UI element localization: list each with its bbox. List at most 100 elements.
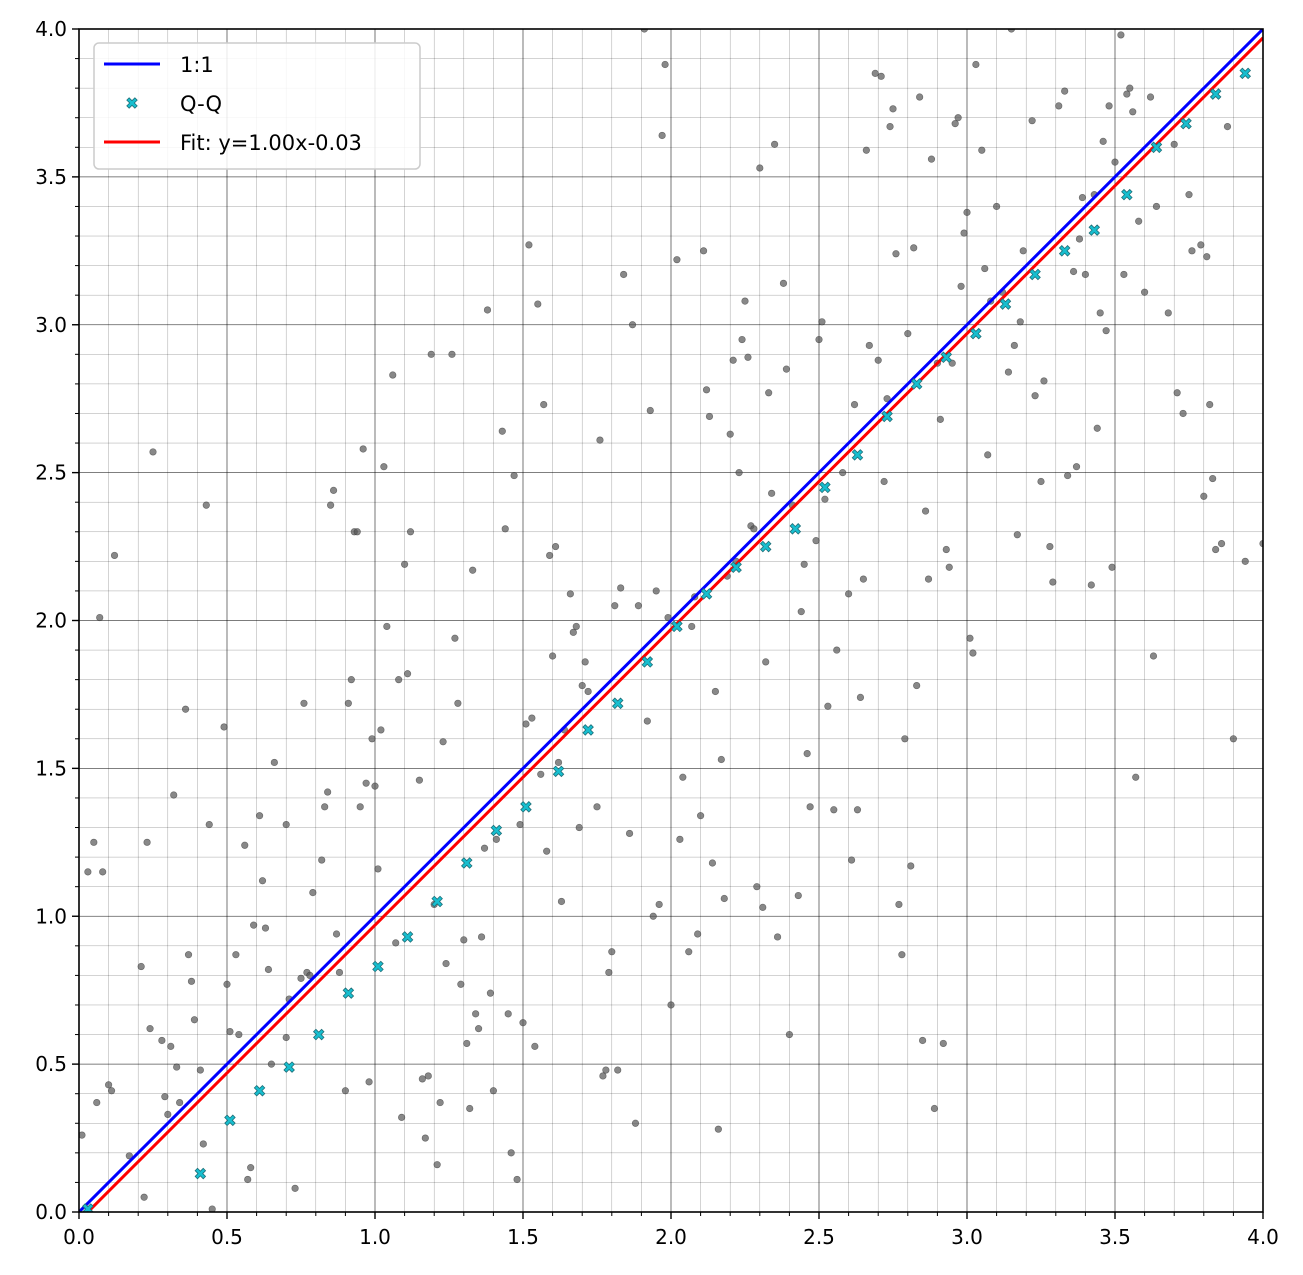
scatter-point <box>575 823 583 832</box>
scatter-point <box>477 933 486 941</box>
scatter-point <box>676 835 684 843</box>
scatter-point <box>250 921 258 929</box>
scatter-point <box>389 371 397 379</box>
scatter-point <box>1055 102 1063 110</box>
scatter-point <box>359 445 367 453</box>
scatter-point <box>353 528 361 536</box>
scatter-point <box>501 525 509 533</box>
scatter-point <box>300 699 308 707</box>
scatter-point <box>173 1063 181 1071</box>
scatter-point <box>110 551 119 560</box>
scatter-point <box>534 300 542 308</box>
scatter-point <box>1046 542 1054 551</box>
scatter-point <box>643 717 651 725</box>
scatter-point <box>84 868 92 876</box>
scatter-point <box>309 888 317 897</box>
scatter-point <box>1069 267 1078 276</box>
qq-marker <box>730 561 742 574</box>
scatter-point <box>735 469 743 477</box>
scatter-points <box>79 29 1263 1212</box>
scatter-point <box>978 146 986 154</box>
scatter-point <box>258 877 267 885</box>
scatter-point <box>853 806 862 814</box>
y-tick-label: 0.0 <box>35 1200 67 1224</box>
scatter-point <box>859 575 868 583</box>
scatter-point <box>898 951 906 959</box>
scatter-point <box>1126 84 1134 92</box>
scatter-point <box>356 803 364 811</box>
scatter-point <box>646 406 654 415</box>
scatter-point <box>883 395 891 403</box>
scatter-point <box>818 318 826 326</box>
scatter-point <box>708 859 717 867</box>
qq-marker <box>789 523 802 535</box>
scatter-point <box>782 365 791 373</box>
scatter-point <box>513 1175 521 1184</box>
scatter-point <box>380 463 388 471</box>
scatter-point <box>756 164 764 172</box>
qq-marker <box>1029 268 1041 281</box>
qq-marker <box>671 620 683 633</box>
one-to-one-line <box>79 29 1263 1212</box>
scatter-point <box>460 936 468 944</box>
scatter-point <box>865 341 873 350</box>
scatter-point <box>483 306 492 314</box>
x-tick-label: 1.5 <box>507 1225 539 1249</box>
scatter-point <box>1203 253 1211 261</box>
scatter-point <box>850 401 859 409</box>
scatter-point <box>442 959 450 968</box>
scatter-point <box>1037 477 1045 486</box>
scatter-point <box>489 1087 498 1095</box>
scatter-point <box>608 948 616 956</box>
scatter-point <box>1197 241 1205 249</box>
scatter-point <box>773 933 782 941</box>
scatter-point <box>184 951 193 959</box>
scatter-point <box>187 977 196 985</box>
scatter-point <box>291 1184 299 1192</box>
scatter-point <box>377 726 385 734</box>
scatter-point <box>167 1042 175 1050</box>
scatter-point <box>679 773 687 781</box>
legend-qq-marker <box>126 97 138 109</box>
x-tick-label: 3.5 <box>1099 1225 1131 1249</box>
scatter-point <box>93 1098 101 1107</box>
scatter-point <box>830 806 838 814</box>
scatter-point <box>572 622 580 631</box>
scatter-point <box>1149 652 1158 660</box>
scatter-point <box>611 602 619 610</box>
qq-marker <box>490 824 503 837</box>
qq-marker <box>851 449 864 461</box>
scatter-point <box>593 803 601 811</box>
scatter-point <box>833 646 841 654</box>
scatter-point <box>1087 581 1095 589</box>
axis-ticks <box>72 28 1264 1219</box>
scatter-point <box>79 1131 86 1139</box>
scatter-point <box>1111 158 1119 166</box>
scatter-point <box>1212 545 1220 554</box>
scatter-point <box>457 980 465 988</box>
scatter-point <box>223 980 231 988</box>
x-tick-label: 2.0 <box>655 1225 687 1249</box>
scatter-point <box>264 965 273 974</box>
scatter-point <box>99 868 107 876</box>
qq-marker <box>700 588 713 600</box>
scatter-point <box>241 841 249 849</box>
scatter-point <box>1105 102 1113 110</box>
qq-marker <box>1239 67 1252 80</box>
scatter-point <box>235 1030 243 1039</box>
y-tick-label: 3.5 <box>35 165 67 189</box>
scatter-point <box>847 856 856 864</box>
reference-lines <box>79 29 1263 1212</box>
scatter-point <box>486 989 495 997</box>
scatter-point <box>768 489 776 497</box>
scatter-point <box>1013 531 1021 539</box>
scatter-point <box>599 1072 607 1080</box>
scatter-point <box>143 838 151 846</box>
scatter-point <box>329 486 338 494</box>
scatter-point <box>321 803 329 811</box>
qq-marker <box>1150 141 1163 154</box>
scatter-point <box>614 1066 622 1074</box>
scatter-point <box>779 279 788 287</box>
scatter-point <box>335 968 344 977</box>
scatter-point <box>1170 140 1178 148</box>
